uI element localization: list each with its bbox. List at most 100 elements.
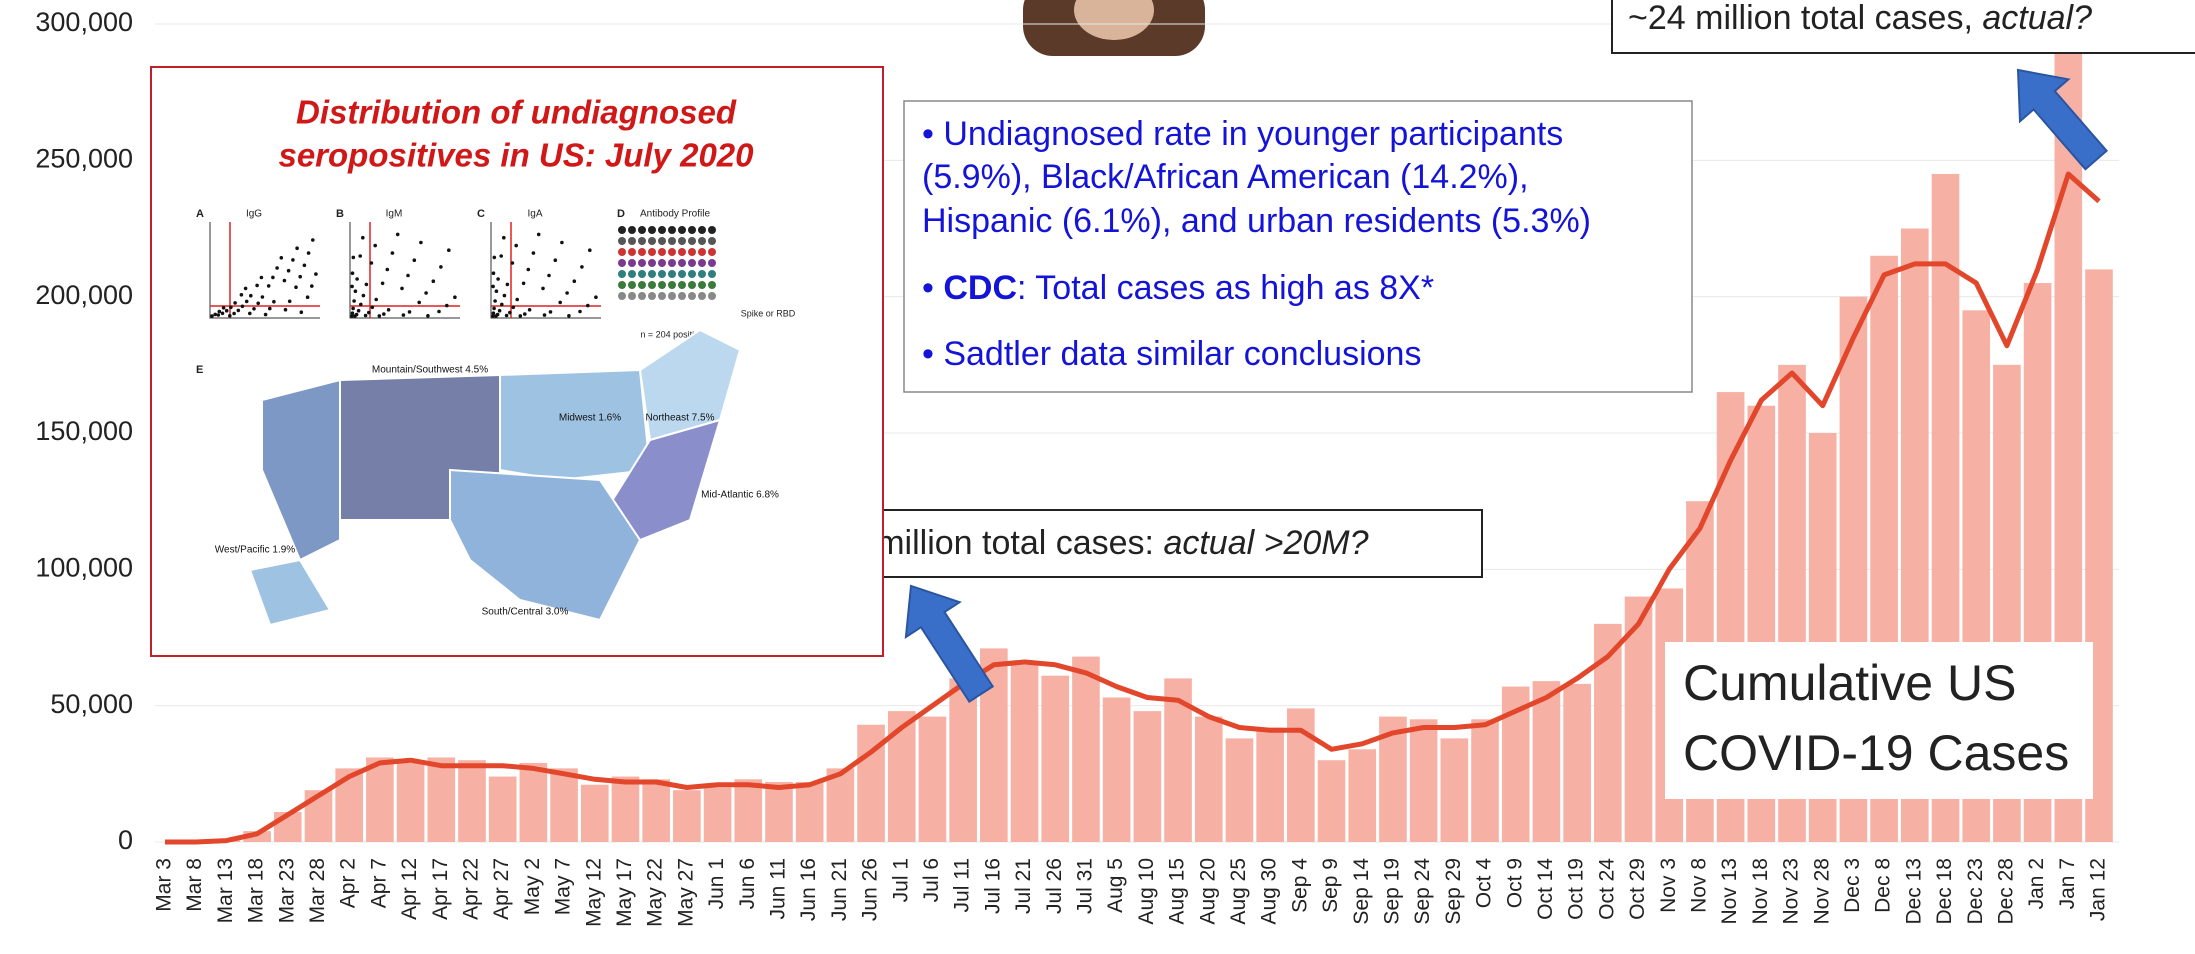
x-tick-label: Nov 23	[1780, 858, 1803, 925]
dot	[236, 308, 241, 313]
x-tick-label: Mar 23	[275, 858, 298, 923]
dot	[373, 243, 378, 248]
dot	[243, 286, 248, 291]
arrow	[904, 584, 995, 703]
x-tick-label: May 27	[674, 858, 697, 927]
dot	[586, 303, 590, 308]
region-label: Mid-Atlantic 6.8%	[701, 490, 779, 501]
annotation-text: ~24 million total cases, actual?	[1628, 0, 2092, 37]
profile-dot	[658, 259, 666, 267]
x-tick-label: Mar 28	[306, 858, 329, 923]
x-tick-label: Sep 9	[1319, 858, 1342, 913]
annotation-text: (5.9%), Black/African American (14.2%),	[922, 158, 1529, 196]
profile-dot	[708, 270, 716, 278]
dot	[547, 273, 551, 278]
profile-dot	[628, 270, 636, 278]
profile-axis: Spike or RBD	[741, 308, 796, 318]
x-tick-label: Dec 18	[1933, 858, 1956, 925]
x-tick-label: Aug 25	[1227, 858, 1250, 925]
x-tick-label: Jul 26	[1043, 858, 1066, 914]
profile-dot	[638, 270, 646, 278]
bar	[1471, 719, 1499, 842]
profile-dot	[668, 226, 676, 234]
text-segment: • Undiagnosed rate in younger participan…	[922, 115, 1563, 153]
x-tick-label: Jul 1	[889, 858, 912, 902]
dot	[380, 281, 385, 286]
dot	[558, 300, 562, 305]
x-tick-label: Oct 9	[1503, 858, 1526, 908]
dot	[356, 308, 361, 313]
bar	[1317, 760, 1346, 842]
bar	[703, 787, 732, 842]
line	[165, 171, 2101, 845]
profile-dot	[698, 226, 706, 234]
bar	[1072, 656, 1100, 842]
profile-dot	[628, 259, 636, 267]
x-tick-label: Aug 20	[1196, 858, 1219, 925]
dot	[553, 258, 558, 263]
profile-dot	[638, 292, 646, 300]
bar	[1348, 749, 1377, 842]
dot	[364, 282, 369, 287]
caption: COVID-19 Cases	[1683, 725, 2069, 781]
panel-label: A	[196, 208, 204, 220]
bar	[243, 831, 271, 842]
dot	[255, 283, 259, 288]
dot	[437, 309, 441, 314]
dot	[351, 255, 356, 260]
bar	[795, 782, 824, 842]
x-tick-label: Aug 5	[1104, 858, 1127, 913]
dot	[302, 263, 307, 268]
bar	[427, 757, 456, 842]
x-tick-label: Jul 31	[1073, 858, 1096, 914]
profile-dot	[668, 248, 676, 256]
panel-axes	[490, 222, 601, 319]
profile-dot	[678, 226, 686, 234]
x-tick-label: Mar 8	[183, 858, 206, 912]
x-tick-label: Oct 19	[1565, 858, 1588, 920]
profile-dot	[648, 248, 656, 256]
dot	[417, 300, 422, 305]
dot	[453, 295, 457, 300]
profile-dot	[708, 237, 716, 245]
profile-dot	[698, 259, 706, 267]
profile-dot	[638, 281, 646, 289]
dot	[314, 272, 318, 276]
caption: Cumulative US	[1683, 655, 2016, 711]
profile-dot	[708, 248, 716, 256]
bar	[826, 768, 855, 842]
map-region	[638, 328, 742, 442]
annotation-text: • Sadtler data similar conclusions	[922, 335, 1421, 373]
x-tick-label: Oct 14	[1534, 858, 1557, 920]
panel-label: D	[617, 208, 625, 220]
bar	[580, 784, 609, 842]
x-tick-label: Aug 10	[1135, 858, 1158, 925]
dot	[361, 235, 365, 240]
profile-dot	[628, 281, 636, 289]
x-tick-label: Jul 16	[981, 858, 1004, 914]
dot	[363, 313, 368, 318]
x-tick-label: May 17	[613, 858, 636, 927]
dot	[271, 275, 275, 280]
dot	[491, 314, 495, 318]
dot	[412, 258, 417, 263]
dot	[541, 286, 545, 291]
x-tick-label: Jun 21	[828, 858, 851, 921]
bar	[1010, 664, 1039, 842]
dot	[221, 306, 226, 310]
x-tick-label: Jan 2	[2025, 858, 2048, 909]
x-tick-label: Jan 12	[2087, 858, 2110, 921]
dot	[439, 265, 443, 269]
panel-label: C	[477, 208, 485, 220]
profile-dot	[678, 281, 686, 289]
dot	[260, 295, 265, 299]
dot	[502, 293, 507, 298]
dot	[580, 265, 584, 269]
x-tick-label: Dec 8	[1872, 858, 1895, 913]
dot	[419, 240, 423, 245]
x-tick-label: Oct 24	[1595, 858, 1618, 920]
arrow	[2016, 68, 2109, 171]
dot	[252, 307, 256, 311]
bar	[673, 790, 701, 842]
dot	[560, 240, 564, 245]
